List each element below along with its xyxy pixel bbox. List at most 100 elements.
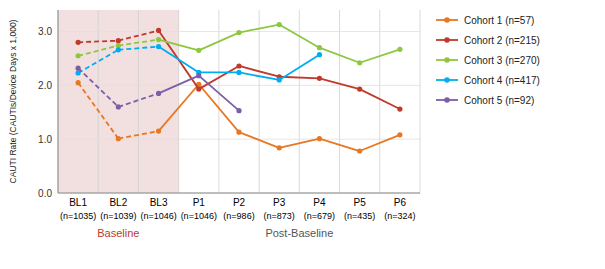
category-count: (n=1046) <box>181 211 217 221</box>
point <box>357 148 362 153</box>
legend-marker <box>444 17 450 23</box>
line-segment <box>360 49 400 62</box>
line-segment <box>199 76 239 111</box>
line-segment <box>159 47 199 73</box>
point <box>277 22 282 27</box>
category-separator <box>58 10 59 193</box>
point <box>156 91 161 96</box>
line-segment <box>239 132 279 148</box>
point <box>196 73 201 78</box>
grid-line <box>58 193 420 194</box>
group-background <box>58 10 179 193</box>
point <box>156 28 161 33</box>
legend-label: Cohort 1 (n=57) <box>464 15 534 26</box>
legend-item: Cohort 4 (n=417) <box>436 75 540 86</box>
point <box>196 48 201 53</box>
grid-line <box>58 139 420 140</box>
line-segment <box>78 83 118 139</box>
line-segment <box>78 68 118 107</box>
line-segment <box>118 93 158 106</box>
grid-line <box>58 85 420 86</box>
line-segment <box>199 66 239 89</box>
legend-item: Cohort 5 (n=92) <box>436 95 534 106</box>
point <box>317 52 322 57</box>
y-tick-label: 3.0 <box>38 26 52 37</box>
x-tick-label: P3 <box>273 197 286 208</box>
line-segment <box>159 30 199 89</box>
point <box>236 108 241 113</box>
y-tick-label: 2.0 <box>38 80 52 91</box>
line-segment <box>319 48 359 63</box>
group-label: Baseline <box>97 227 139 239</box>
legend-label: Cohort 4 (n=417) <box>464 75 540 86</box>
category-count: (n=324) <box>384 211 415 221</box>
y-axis <box>58 10 59 193</box>
point <box>236 30 241 35</box>
line-segment <box>78 41 118 43</box>
point <box>156 44 161 49</box>
y-tick-label: 1.0 <box>38 134 52 145</box>
x-tick-label: P6 <box>394 197 407 208</box>
group-label: Post-Baseline <box>265 227 333 239</box>
line-segment <box>199 33 239 51</box>
point <box>236 70 241 75</box>
point <box>76 70 81 75</box>
line-segment <box>279 25 319 48</box>
line-segment <box>319 78 359 89</box>
point <box>116 38 121 43</box>
point <box>76 53 81 58</box>
line-segment <box>279 139 319 148</box>
category-separator <box>420 10 421 193</box>
point <box>116 136 121 141</box>
legend-label: Cohort 5 (n=92) <box>464 95 534 106</box>
series <box>76 28 403 112</box>
point <box>397 106 402 111</box>
series <box>76 22 403 65</box>
line-segment <box>159 40 199 51</box>
line-segment <box>360 89 400 109</box>
series <box>76 66 242 114</box>
legend-label: Cohort 2 (n=215) <box>464 35 540 46</box>
category-count: (n=1046) <box>140 211 176 221</box>
point <box>116 104 121 109</box>
legend-label: Cohort 3 (n=270) <box>464 55 540 66</box>
x-tick-label: BL1 <box>69 197 87 208</box>
category-count: (n=986) <box>223 211 254 221</box>
category-separator <box>178 10 179 193</box>
line-segment <box>118 47 158 50</box>
point <box>317 45 322 50</box>
point <box>397 132 402 137</box>
line-segment <box>319 139 359 151</box>
point <box>317 76 322 81</box>
category-separator <box>259 10 260 193</box>
x-axis <box>58 193 420 194</box>
line-segment <box>78 46 118 56</box>
point <box>156 37 161 42</box>
y-axis-label: CAUTI Rate (CAUTIs/Device Days x 1,000) <box>8 19 18 183</box>
legend-item: Cohort 3 (n=270) <box>436 55 540 66</box>
line-segment <box>118 30 158 40</box>
point <box>397 47 402 52</box>
point <box>236 63 241 68</box>
legend-item: Cohort 1 (n=57) <box>436 15 534 26</box>
category-separator <box>98 10 99 193</box>
line-segment <box>118 131 158 139</box>
line-segment <box>239 72 279 80</box>
category-count: (n=873) <box>264 211 295 221</box>
legend-marker <box>444 57 450 63</box>
legend-marker <box>444 77 450 83</box>
y-tick-label: 0.0 <box>38 188 52 199</box>
line-segment <box>199 72 239 74</box>
line-segment <box>360 135 400 151</box>
line-segment <box>199 84 239 132</box>
x-tick-label: BL3 <box>150 197 168 208</box>
point <box>277 77 282 82</box>
category-separator <box>339 10 340 193</box>
category-separator <box>138 10 139 193</box>
category-separator <box>218 10 219 193</box>
series <box>76 44 323 83</box>
legend-marker <box>444 37 450 43</box>
legend-marker <box>444 97 450 103</box>
point <box>116 47 121 52</box>
point <box>317 136 322 141</box>
